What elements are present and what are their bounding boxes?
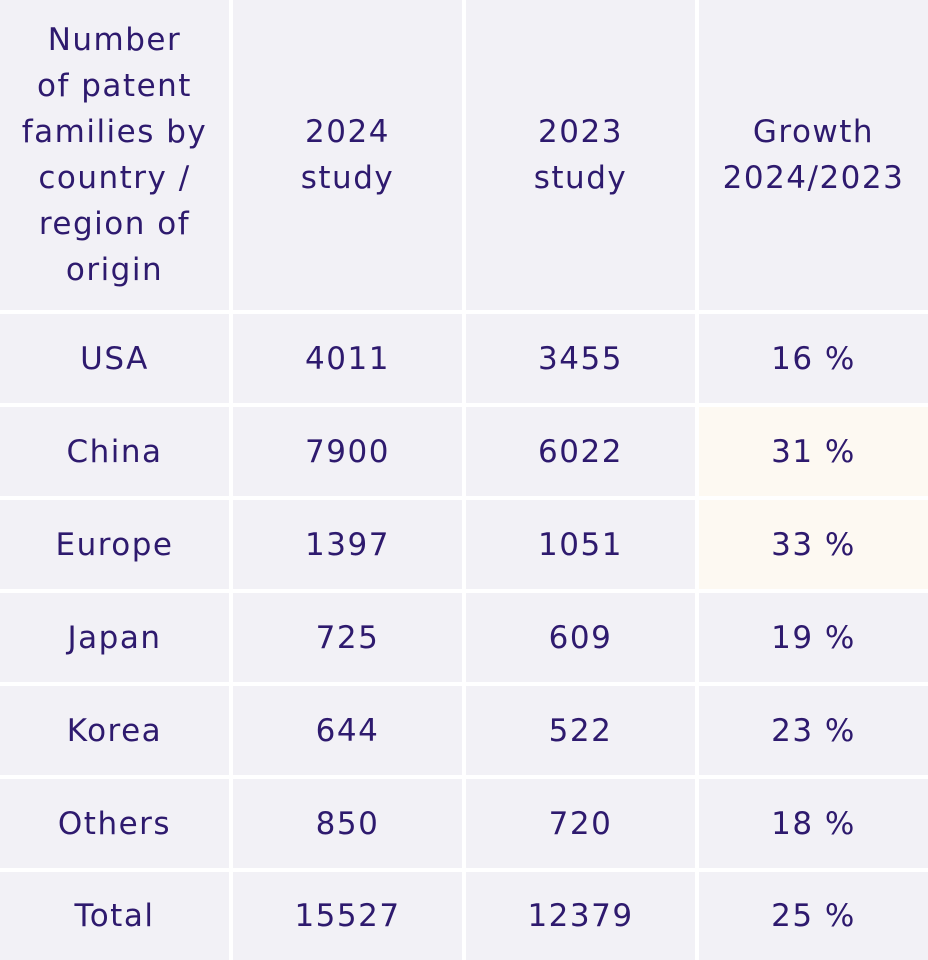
value-2024-cell: 4011 (233, 314, 462, 403)
total-2024-cell: 15527 (233, 872, 462, 960)
region-cell: Europe (0, 500, 229, 589)
region-cell: Japan (0, 593, 229, 682)
total-growth-cell: 25 % (699, 872, 928, 960)
region-cell: China (0, 407, 229, 496)
value-2023-cell: 720 (466, 779, 695, 868)
region-cell: Korea (0, 686, 229, 775)
region-cell: Others (0, 779, 229, 868)
growth-cell: 18 % (699, 779, 928, 868)
value-2024-cell: 725 (233, 593, 462, 682)
value-2024-cell: 850 (233, 779, 462, 868)
value-2023-cell: 522 (466, 686, 695, 775)
value-2023-cell: 1051 (466, 500, 695, 589)
value-2023-cell: 6022 (466, 407, 695, 496)
region-cell: USA (0, 314, 229, 403)
total-label-cell: Total (0, 872, 229, 960)
growth-cell-highlighted: 31 % (699, 407, 928, 496)
growth-cell: 23 % (699, 686, 928, 775)
value-2024-cell: 7900 (233, 407, 462, 496)
value-2023-cell: 609 (466, 593, 695, 682)
total-2023-cell: 12379 (466, 872, 695, 960)
value-2024-cell: 644 (233, 686, 462, 775)
header-2024-study: 2024 study (233, 0, 462, 310)
growth-cell-highlighted: 33 % (699, 500, 928, 589)
growth-cell: 16 % (699, 314, 928, 403)
header-growth: Growth 2024/2023 (699, 0, 928, 310)
value-2024-cell: 1397 (233, 500, 462, 589)
header-2023-study: 2023 study (466, 0, 695, 310)
growth-cell: 19 % (699, 593, 928, 682)
header-region: Number of patent families by country / r… (0, 0, 229, 310)
value-2023-cell: 3455 (466, 314, 695, 403)
